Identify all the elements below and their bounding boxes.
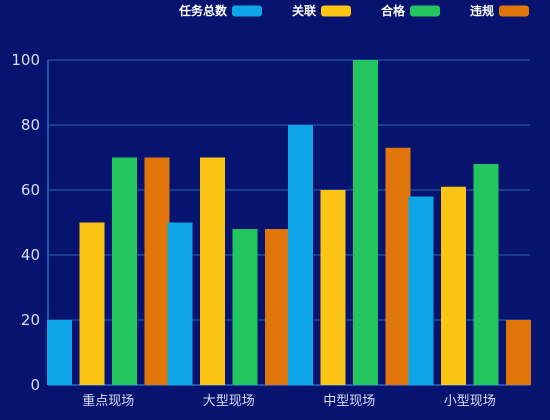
legend-item-3[interactable]: 合格 <box>381 3 440 18</box>
y-tick-label-80: 80 <box>21 116 40 134</box>
legend-swatch-3 <box>410 5 440 17</box>
bar-3-2[interactable] <box>232 229 258 385</box>
legend-swatch-4 <box>499 5 529 17</box>
legend-label-2: 关联 <box>292 3 316 18</box>
bars <box>47 60 531 385</box>
bar-3-3[interactable] <box>353 60 378 385</box>
bar-2-2[interactable] <box>200 157 225 386</box>
x-tick-label-1: 重点现场 <box>82 393 134 409</box>
bar-2-1[interactable] <box>79 222 105 386</box>
x-tick-label-3: 中型现场 <box>323 394 375 409</box>
legend-item-1[interactable]: 任务总数 <box>178 3 262 18</box>
y-tick-label-0: 0 <box>30 376 40 394</box>
bar-1-4[interactable] <box>408 196 434 386</box>
bar-2-3[interactable] <box>320 190 346 385</box>
tick-labels: 0 20 40 60 80 100 重点现场 大型现场 中型现场 小型现场 <box>11 51 495 409</box>
legend-swatch-2 <box>321 5 351 17</box>
bar-4-4[interactable] <box>506 320 531 385</box>
bar-3-4[interactable] <box>473 164 499 385</box>
bar-1-1[interactable] <box>47 320 72 385</box>
legend-label-3: 合格 <box>381 3 406 18</box>
bar-2-4[interactable] <box>441 186 466 385</box>
legend-label-1: 任务总数 <box>178 3 228 18</box>
bar-4-2[interactable] <box>265 229 290 385</box>
legend[interactable]: 任务总数 关联 合格 违规 <box>178 3 529 18</box>
y-tick-label-20: 20 <box>21 311 40 329</box>
y-tick-label-40: 40 <box>21 246 40 264</box>
x-tick-label-2: 大型现场 <box>203 394 255 409</box>
bar-4-1[interactable] <box>144 157 170 386</box>
legend-item-2[interactable]: 关联 <box>292 3 351 18</box>
bar-1-2[interactable] <box>167 222 193 386</box>
y-tick-label-60: 60 <box>21 181 40 199</box>
y-tick-label-100: 100 <box>11 51 40 69</box>
x-tick-label-4: 小型现场 <box>444 394 496 409</box>
legend-item-4[interactable]: 违规 <box>470 3 529 18</box>
bar-1-3[interactable] <box>288 125 313 385</box>
bar-3-1[interactable] <box>112 157 137 386</box>
bar-4-3[interactable] <box>385 147 411 385</box>
legend-label-4: 违规 <box>470 3 494 18</box>
legend-swatch-1 <box>232 5 262 17</box>
